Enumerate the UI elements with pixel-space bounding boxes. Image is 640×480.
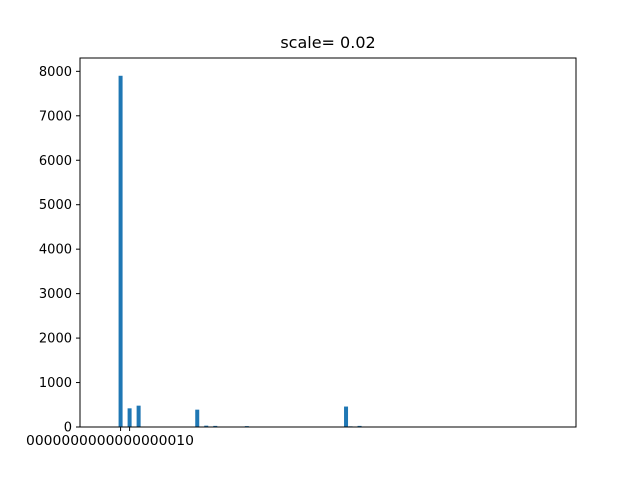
bar-7 (344, 406, 349, 427)
bar-2 (136, 405, 141, 427)
y-tick-label-1: 1000 (39, 376, 72, 391)
y-tick-label-0: 0 (64, 421, 72, 436)
bar-9 (357, 425, 362, 427)
bar-3 (195, 409, 200, 427)
plot-frame (79, 57, 577, 428)
y-tick-label-2: 2000 (39, 332, 72, 347)
plot-area (80, 58, 576, 427)
y-tick-label-8: 8000 (39, 65, 72, 80)
bar-4 (204, 425, 209, 427)
chart-title: scale= 0.02 (280, 33, 375, 52)
y-tick-label-7: 7000 (39, 109, 72, 124)
bar-0 (118, 75, 123, 427)
y-tick-label-4: 4000 (39, 243, 72, 258)
x-axis: 0000000000000000010 (26, 427, 194, 449)
x-tick-labels: 0000000000000000010 (26, 434, 194, 449)
y-tick-label-3: 3000 (39, 287, 72, 302)
bar-5 (213, 425, 218, 427)
y-tick-label-6: 6000 (39, 154, 72, 169)
y-axis: 0 1000 2000 3000 4000 5000 6000 7000 8000 (39, 65, 80, 436)
y-tick-label-5: 5000 (39, 198, 72, 213)
bar-1 (127, 408, 132, 427)
